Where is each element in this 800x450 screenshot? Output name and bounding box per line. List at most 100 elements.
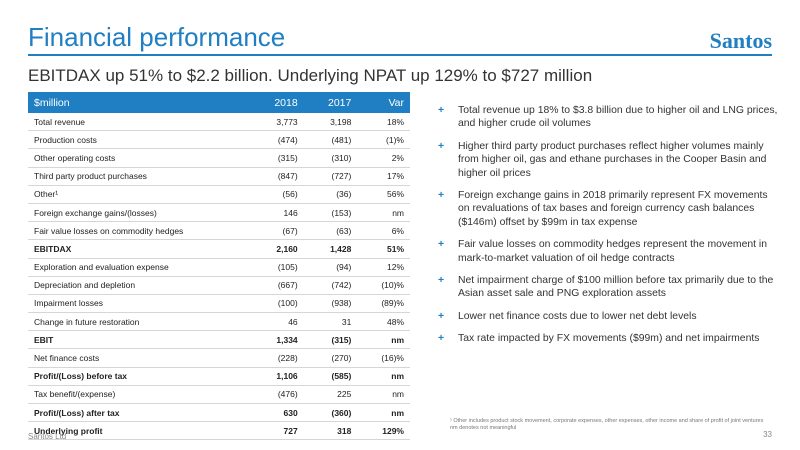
row-label: Change in future restoration xyxy=(28,312,250,332)
value-2018: 630 xyxy=(250,402,304,423)
value-var: 2% xyxy=(357,148,410,168)
table-row: Profit/(Loss) after tax 630 (360) nm xyxy=(28,402,410,423)
value-2017: (585) xyxy=(303,366,358,386)
table-row: Tax benefit/(expense) (476) 225 nm xyxy=(28,385,410,405)
value-2018: (315) xyxy=(250,148,304,168)
value-var: nm xyxy=(357,330,410,350)
value-2017: (63) xyxy=(303,221,358,241)
row-label: EBIT xyxy=(28,330,250,350)
header-var: Var xyxy=(357,92,410,113)
table-row: Third party product purchases (847) (727) 1… xyxy=(28,167,410,186)
table-body: Total revenue 3,773 3,198 18% Production cos… xyxy=(28,113,410,441)
table-row: Exploration and evaluation expense (105)(… xyxy=(28,258,410,277)
header-2018: 2018 xyxy=(250,92,304,113)
bullet-list: + Total revenue up 18% to $3.8 billion du… xyxy=(438,104,778,355)
title-divider xyxy=(28,54,772,56)
value-2017: 225 xyxy=(303,385,358,405)
row-label: Total revenue xyxy=(28,113,250,132)
value-2017: (938) xyxy=(303,294,358,314)
table-row: Fair value losses on commodity hedges (67… xyxy=(28,221,410,241)
table-row: EBITDAX 2,160 1,428 51% xyxy=(28,239,410,259)
value-var: (16)% xyxy=(357,348,410,368)
value-var: 48% xyxy=(357,312,410,332)
value-2017: (310) xyxy=(303,148,358,168)
header-million: $million xyxy=(28,92,250,113)
value-2018: 2,160 xyxy=(250,239,304,259)
row-label: Profit/(Loss) after tax xyxy=(28,402,250,423)
footnotes: ¹ Other includes product stock movement,… xyxy=(450,418,780,432)
value-var: (10)% xyxy=(357,276,410,295)
table-row: Other operating costs (315) (310) 2% xyxy=(28,148,410,168)
bullet-item: + Fair value losses on commodity hedges r… xyxy=(438,238,778,265)
row-label: Exploration and evaluation expense xyxy=(28,258,250,277)
plus-icon: + xyxy=(438,333,445,345)
slide-subtitle: EBITDAX up 51% to $2.2 billion. Underlyi… xyxy=(28,66,593,85)
table-row: Underlying profit 727 318 129% xyxy=(28,421,410,441)
row-label: Third party product purchases xyxy=(28,167,250,186)
footnote-other: ¹ Other includes product stock movement,… xyxy=(450,418,764,424)
table-header-row: $million 2018 2017 Var xyxy=(28,92,410,113)
value-2017: 318 xyxy=(303,421,358,441)
row-label: Underlying profit xyxy=(28,421,250,441)
row-label: EBITDAX xyxy=(28,239,250,259)
row-label: Other operating costs xyxy=(28,148,250,168)
row-label: Depreciation and depletion xyxy=(28,276,250,295)
value-2017: 1,428 xyxy=(303,239,358,259)
table-row: Depreciation and depletion (667) (742) (10)… xyxy=(28,276,410,295)
header-2017: 2017 xyxy=(303,92,358,113)
bullet-text: Foreign exchange gains in 2018 primarily… xyxy=(458,190,768,228)
value-var: (1)% xyxy=(357,130,410,150)
row-label: Other¹ xyxy=(28,185,250,204)
page-number: 33 xyxy=(763,430,772,439)
bullet-item: + Net impairment charge of $100 million b… xyxy=(438,274,778,301)
value-2018: (667) xyxy=(250,276,304,295)
row-label: Impairment losses xyxy=(28,294,250,314)
plus-icon: + xyxy=(438,190,445,202)
bullet-text: Tax rate impacted by FX movements ($99m)… xyxy=(458,333,760,345)
table-row: Change in future restoration 46 31 48% xyxy=(28,312,410,332)
value-2017: (270) xyxy=(303,348,358,368)
value-var: 12% xyxy=(357,258,410,277)
bullet-text: Net impairment charge of $100 million be… xyxy=(458,275,774,300)
footnote-nm: nm denotes not meaningful xyxy=(450,425,517,431)
bullet-item: + Total revenue up 18% to $3.8 billion du… xyxy=(438,104,778,131)
plus-icon: + xyxy=(438,275,445,287)
santos-logo: Santos xyxy=(709,28,772,53)
row-label: Tax benefit/(expense) xyxy=(28,385,250,405)
bullet-text: Lower net finance costs due to lower net… xyxy=(458,310,697,322)
footer-company: Santos Ltd xyxy=(28,432,67,441)
row-label: Foreign exchange gains/(losses) xyxy=(28,203,250,223)
value-2017: (481) xyxy=(303,130,358,150)
value-var: nm xyxy=(357,402,410,423)
value-2017: (727) xyxy=(303,167,358,186)
value-var: (89)% xyxy=(357,294,410,314)
plus-icon: + xyxy=(438,105,445,116)
row-label: Net finance costs xyxy=(28,348,250,368)
value-2017: (315) xyxy=(303,330,358,350)
value-2018: (105) xyxy=(250,258,304,277)
bullet-item: + Lower net finance costs due to lower ne… xyxy=(438,310,778,323)
value-2018: 3,773 xyxy=(250,113,304,132)
plus-icon: + xyxy=(438,140,445,152)
value-var: 51% xyxy=(357,239,410,259)
value-2018: 46 xyxy=(250,312,304,332)
plus-icon: + xyxy=(438,310,445,322)
value-2018: (100) xyxy=(250,294,304,314)
value-2018: (67) xyxy=(250,221,304,241)
value-2018: (476) xyxy=(250,385,304,405)
bullet-text: Total revenue up 18% to $3.8 billion due… xyxy=(458,105,778,130)
value-var: nm xyxy=(357,385,410,405)
value-2018: 1,106 xyxy=(250,366,304,386)
bullet-text: Higher third party product purchases ref… xyxy=(458,140,767,179)
value-var: nm xyxy=(357,366,410,386)
table-row: Total revenue 3,773 3,198 18% xyxy=(28,113,410,132)
table-row: Other¹ (56) (36) 56% xyxy=(28,185,410,204)
value-2017: 31 xyxy=(303,312,358,332)
value-var: 129% xyxy=(357,421,410,441)
table-row: Production costs (474) (481) (1)% xyxy=(28,130,410,150)
bullet-text: Fair value losses on commodity hedges re… xyxy=(458,239,767,264)
plus-icon: + xyxy=(438,239,445,251)
value-2018: 727 xyxy=(250,421,304,441)
value-2017: (153) xyxy=(303,203,358,223)
value-2017: (360) xyxy=(303,402,358,423)
